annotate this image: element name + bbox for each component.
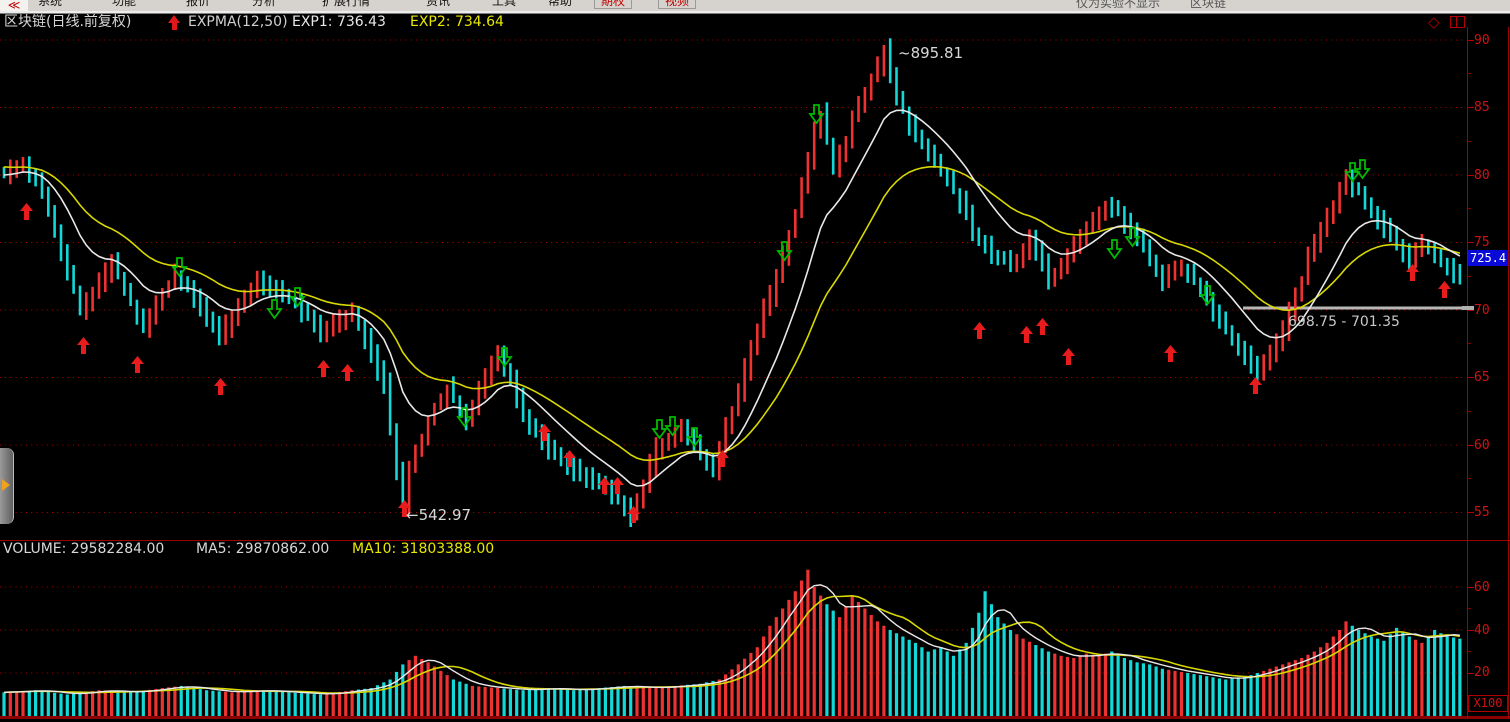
exp2-value: EXP2: 734.64 [410,14,504,30]
svg-text:698.75 - 701.35: 698.75 - 701.35 [1288,314,1400,330]
menu-extended[interactable]: 扩展行情 [322,0,371,8]
indicator-name[interactable]: EXPMA(12,50) [188,14,288,30]
menu-system[interactable]: 系统 [38,0,63,8]
price-tick-550: 55 [1474,505,1490,520]
range-line-axis-mark [1462,306,1474,310]
menu-tools[interactable]: 工具 [492,0,517,8]
diamond-icon[interactable]: ◇ [1428,13,1440,31]
menu-function[interactable]: 功能 [112,0,137,8]
ema-lines [3,109,1461,487]
menu-help[interactable]: 帮助 [548,0,573,8]
price-tick-800: 80 [1474,168,1490,183]
volume-value: VOLUME: 29582284.00 [3,541,165,557]
price-tick-650: 65 [1474,370,1490,385]
menu-quote[interactable]: 报价 [186,0,211,8]
signal-arrows [20,104,1451,523]
menu-analysis[interactable]: 分析 [252,0,277,8]
grid-lines [0,39,1470,674]
volume-ma5: MA5: 29870862.00 [196,541,330,557]
chart-annotations: ~895.81 ←542.97 698.75 - 701.35 [406,44,1400,524]
menubar-separator [0,11,1510,14]
vol-tick-40: 40 [1474,623,1490,638]
right-frame-line [1508,27,1509,719]
menu-news[interactable]: 资讯 [426,0,451,8]
chart-title: 区块链(日线.前复权) [4,14,132,30]
menu-options-red[interactable]: 期权 [594,0,633,9]
price-tick-700: 70 [1474,303,1490,318]
split-window-icon[interactable] [1450,16,1465,28]
sidebar-expand-handle[interactable] [0,448,14,524]
last-price-badge: 725.4 [1468,250,1510,266]
price-tick-750: 75 [1474,235,1490,250]
price-tick-600: 60 [1474,438,1490,453]
app-logo-icon[interactable]: ≪ [0,0,28,11]
up-arrow-icon [168,15,181,30]
bottom-border [0,716,1510,719]
volume-bars [2,569,1462,716]
pane-separator [0,540,1510,541]
exp1-value: EXP1: 736.43 [292,14,386,30]
expand-arrow-icon [2,479,10,491]
svg-text:~895.81: ~895.81 [898,44,963,62]
menubar-market-label: 区块链 [1190,0,1227,10]
svg-text:←542.97: ←542.97 [406,506,471,524]
menu-video-red[interactable]: 视频 [658,0,697,9]
price-tick-850: 85 [1474,100,1490,115]
volume-ma10: MA10: 31803388.00 [352,541,495,557]
vol-tick-20: 20 [1474,665,1490,680]
axis-line [1467,27,1468,719]
menubar: ≪ 系统 功能 报价 分析 扩展行情 资讯 工具 帮助 期权 视频 仅为实验不显… [0,0,1510,11]
volume-unit-label: X100 [1468,695,1508,712]
vol-tick-60: 60 [1474,580,1490,595]
menubar-status-text: 仅为实验不显示 [1076,0,1161,10]
price-tick-900: 90 [1474,33,1490,48]
volume-ma-lines [3,584,1461,695]
candlesticks [2,38,1462,527]
